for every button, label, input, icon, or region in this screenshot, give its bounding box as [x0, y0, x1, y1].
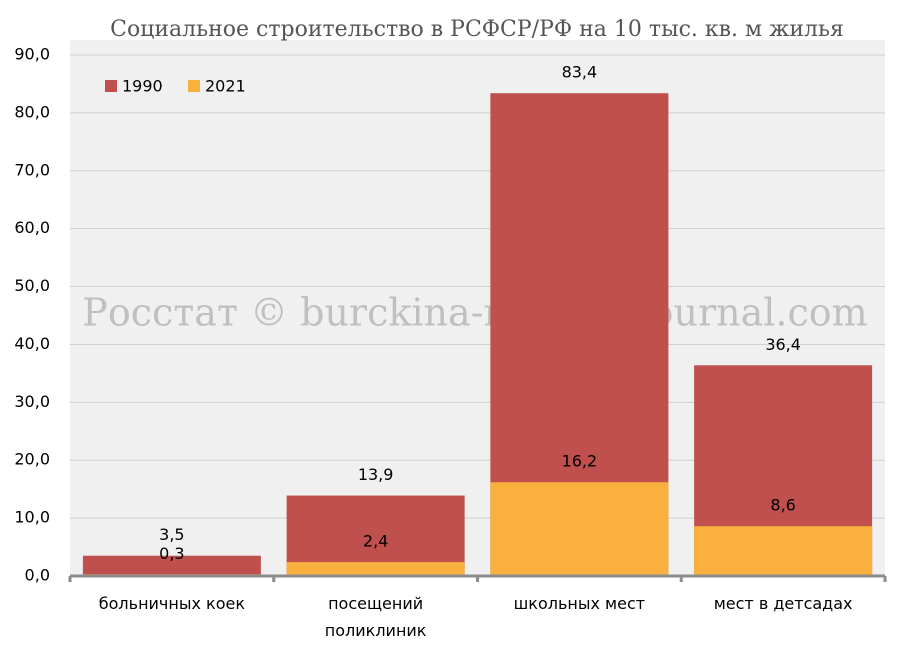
data-label: 2,4	[363, 532, 388, 551]
y-tick-label: 0,0	[25, 566, 50, 585]
x-tick-label: посещений поликлиник	[324, 594, 427, 640]
y-tick-label: 20,0	[14, 450, 50, 469]
chart-title: Социальное строительство в РСФСР/РФ на 1…	[110, 17, 844, 42]
bar	[694, 526, 873, 576]
x-tick-label: мест в детсадах	[713, 594, 853, 613]
y-tick-label: 80,0	[14, 102, 50, 121]
data-label: 13,9	[358, 465, 394, 484]
x-tick-label: больничных коек	[98, 594, 245, 613]
legend-label: 1990	[122, 77, 163, 96]
legend-label: 2021	[205, 77, 246, 96]
bar	[82, 555, 261, 576]
data-label: 36,4	[765, 335, 801, 354]
y-tick-label: 50,0	[14, 276, 50, 295]
y-tick-label: 90,0	[14, 45, 50, 64]
bar	[490, 482, 669, 576]
data-label: 83,4	[562, 63, 598, 82]
data-label: 8,6	[770, 496, 795, 515]
data-label: 16,2	[562, 452, 598, 471]
y-tick-label: 60,0	[14, 218, 50, 237]
x-tick-label: школьных мест	[513, 594, 646, 613]
legend-swatch	[105, 80, 117, 92]
data-label: 3,5	[159, 525, 184, 544]
data-label: 0,3	[159, 544, 184, 563]
legend-swatch	[188, 80, 200, 92]
y-tick-label: 70,0	[14, 160, 50, 179]
y-tick-label: 30,0	[14, 392, 50, 411]
y-tick-label: 40,0	[14, 334, 50, 353]
bar	[286, 562, 465, 576]
watermark: Росстат © burckina-new.livejournal.com	[82, 291, 867, 335]
y-tick-label: 10,0	[14, 508, 50, 527]
